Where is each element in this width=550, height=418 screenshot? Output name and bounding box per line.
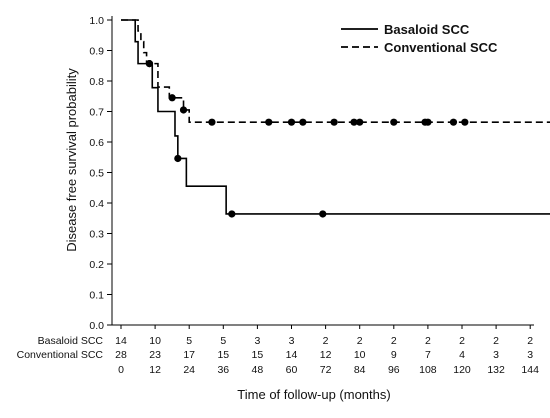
x-axis-label: Time of follow-up (months) — [237, 387, 390, 402]
risk-count: 23 — [149, 349, 161, 361]
censor-point — [350, 118, 358, 126]
risk-row-label: Conventional SCC — [17, 349, 104, 361]
risk-count: 14 — [286, 349, 298, 361]
censor-point — [319, 210, 327, 218]
risk-count: 2 — [357, 335, 363, 347]
x-tick-label: 36 — [217, 364, 229, 376]
risk-count: 3 — [527, 349, 533, 361]
censor-point — [168, 94, 176, 102]
risk-count: 7 — [425, 349, 431, 361]
risk-count: 3 — [289, 335, 295, 347]
censor-point — [145, 60, 154, 68]
censor-point — [449, 118, 458, 126]
y-tick-label: 0.0 — [89, 320, 104, 332]
x-tick-label: 72 — [320, 364, 332, 376]
censor-point — [208, 118, 216, 126]
legend-label: Conventional SCC — [384, 40, 498, 55]
censor-point — [287, 118, 296, 126]
censor-point — [228, 210, 236, 218]
legend: Basaloid SCC Conventional SCC — [341, 22, 498, 55]
censor-point — [179, 106, 188, 114]
censor-point — [356, 118, 364, 126]
y-tick-label: 0.9 — [89, 46, 104, 58]
risk-count: 3 — [254, 335, 260, 347]
risk-count: 15 — [217, 349, 229, 361]
risk-count: 15 — [252, 349, 264, 361]
y-tick-label: 0.4 — [89, 198, 104, 210]
censor-point — [330, 118, 338, 126]
risk-count: 4 — [459, 349, 465, 361]
y-tick-label: 0.7 — [89, 107, 104, 119]
y-tick-label: 0.2 — [89, 259, 104, 271]
x-tick-label: 48 — [252, 364, 264, 376]
risk-count: 2 — [391, 335, 397, 347]
risk-count: 10 — [354, 349, 366, 361]
risk-count: 2 — [459, 335, 465, 347]
x-tick-label: 144 — [521, 364, 539, 376]
x-tick-label: 60 — [286, 364, 298, 376]
y-tick-label: 0.8 — [89, 76, 104, 88]
x-tick-label: 84 — [354, 364, 366, 376]
censor-point — [174, 154, 182, 163]
legend-label: Basaloid SCC — [384, 22, 470, 37]
y-tick-label: 0.5 — [89, 168, 104, 180]
censor-point — [461, 118, 469, 126]
risk-count: 10 — [149, 335, 161, 347]
series-layer — [121, 19, 550, 218]
x-tick-label: 120 — [453, 364, 471, 376]
y-tick-label: 0.6 — [89, 137, 104, 149]
censor-point — [299, 118, 307, 126]
risk-count: 17 — [183, 349, 195, 361]
axes: 0.00.10.20.30.40.50.60.70.80.91.00 12 24 36… — [89, 15, 539, 376]
y-tick-label: 1.0 — [89, 15, 104, 27]
risk-count: 28 — [115, 349, 127, 361]
risk-count: 9 — [391, 349, 397, 361]
risk-count: 12 — [320, 349, 332, 361]
risk-count: 2 — [323, 335, 329, 347]
censor-point — [265, 118, 273, 126]
y-tick-label: 0.3 — [89, 229, 104, 241]
risk-count: 2 — [527, 335, 533, 347]
risk-count: 5 — [186, 335, 192, 347]
x-tick-label: 24 — [183, 364, 195, 376]
x-tick-label: 96 — [388, 364, 400, 376]
y-axis-label: Disease free survival probability — [64, 68, 79, 252]
risk-count: 14 — [115, 335, 127, 347]
risk-table: Basaloid SCC14105533222222220Conventiona… — [17, 335, 534, 361]
risk-count: 3 — [493, 349, 499, 361]
x-tick-label: 12 — [149, 364, 161, 376]
risk-count: 2 — [493, 335, 499, 347]
censor-point — [424, 118, 432, 126]
series-line-1 — [121, 19, 550, 215]
x-tick-label: 132 — [487, 364, 505, 376]
censor-point — [390, 118, 398, 126]
risk-count: 5 — [220, 335, 226, 347]
x-tick-label: 108 — [419, 364, 437, 376]
risk-count: 2 — [425, 335, 431, 347]
x-tick-label: 0 — [118, 364, 124, 376]
y-tick-label: 0.1 — [89, 290, 104, 302]
risk-row-label: Basaloid SCC — [38, 335, 104, 347]
series-line-2 — [121, 19, 550, 123]
